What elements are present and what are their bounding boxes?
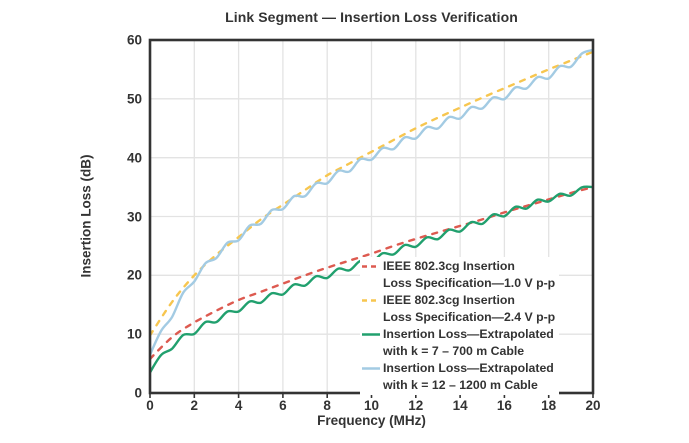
legend-label: Insertion Loss—Extrapolated with k = 7 – …	[383, 326, 554, 360]
x-axis-title: Frequency (MHz)	[317, 413, 426, 428]
x-tick-label: 2	[190, 398, 199, 413]
legend-label: IEEE 802.3cg Insertion Loss Specification…	[383, 258, 555, 292]
x-tick-label: 10	[363, 398, 380, 413]
legend-label-line: Insertion Loss—Extrapolated	[383, 361, 554, 375]
legend-swatch-dashed-line-icon	[362, 258, 380, 280]
legend-item: IEEE 802.3cg Insertion Loss Specification…	[362, 292, 555, 326]
legend-item: Insertion Loss—Extrapolated with k = 7 – …	[362, 326, 555, 360]
x-tick-label: 8	[323, 398, 331, 413]
legend-swatch-dashed-line-icon	[362, 292, 380, 314]
legend-label-line: Loss Specification—2.4 V p-p	[383, 310, 556, 324]
series-line-3	[149, 48, 594, 356]
legend-label: Insertion Loss—Extrapolated with k = 12 –…	[383, 360, 554, 394]
legend-item: Insertion Loss—Extrapolated with k = 12 –…	[362, 360, 555, 394]
y-tick-label: 0	[134, 385, 142, 401]
chart-title: Link Segment — Insertion Loss Verificati…	[225, 9, 518, 25]
y-tick-label: 40	[126, 150, 142, 166]
x-tick-label: 4	[234, 398, 243, 413]
legend-label-line: Loss Specification—1.0 V p-p	[383, 276, 556, 290]
legend-label-line: IEEE 802.3cg Insertion	[383, 293, 515, 307]
x-tick-label: 12	[408, 398, 424, 413]
legend-item: IEEE 802.3cg Insertion Loss Specification…	[362, 258, 555, 292]
x-tick-label: 6	[279, 398, 287, 413]
x-tick-label: 20	[585, 398, 601, 413]
y-tick-label: 30	[126, 209, 142, 224]
legend: IEEE 802.3cg Insertion Loss Specification…	[360, 257, 560, 395]
y-tick-label: 50	[126, 91, 142, 107]
legend-label-line: Insertion Loss—Extrapolated	[383, 327, 554, 341]
x-tick-label: 16	[496, 398, 512, 413]
x-tick-label: 0	[146, 398, 154, 413]
x-tick-label: 14	[452, 398, 468, 413]
y-tick-label: 20	[126, 267, 142, 283]
legend-label-line: with k = 7 – 700 m Cable	[383, 344, 525, 358]
x-tick-label: 18	[541, 398, 557, 413]
series-line-0	[149, 185, 594, 361]
legend-label-line: IEEE 802.3cg Insertion	[383, 259, 515, 273]
legend-swatch-solid-line-icon	[362, 360, 380, 382]
y-tick-label: 10	[126, 326, 142, 342]
y-tick-label: 60	[126, 32, 142, 48]
legend-label: IEEE 802.3cg Insertion Loss Specification…	[383, 292, 555, 326]
legend-label-line: with k = 12 – 1200 m Cable	[383, 378, 538, 392]
legend-swatch-solid-line-icon	[362, 326, 380, 348]
